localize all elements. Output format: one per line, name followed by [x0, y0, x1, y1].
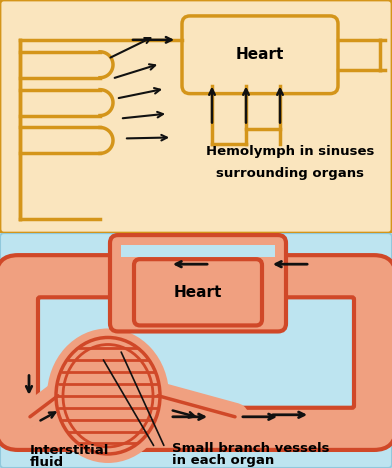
Text: surrounding organs: surrounding organs [216, 167, 364, 180]
FancyBboxPatch shape [38, 297, 354, 408]
FancyBboxPatch shape [134, 259, 262, 325]
Text: Heart: Heart [174, 285, 222, 300]
FancyBboxPatch shape [110, 235, 286, 331]
FancyBboxPatch shape [182, 16, 338, 94]
Ellipse shape [47, 329, 169, 463]
FancyBboxPatch shape [0, 255, 392, 450]
Text: Small branch vessels: Small branch vessels [172, 442, 330, 455]
Text: fluid: fluid [30, 456, 64, 468]
Text: in each organ: in each organ [172, 454, 274, 467]
Bar [120, 243, 276, 279]
Text: Hemolymph in sinuses: Hemolymph in sinuses [206, 145, 374, 158]
Bar [121, 245, 275, 257]
FancyBboxPatch shape [0, 233, 392, 468]
Text: Interstitial: Interstitial [30, 444, 109, 457]
FancyBboxPatch shape [0, 0, 392, 233]
Text: Heart: Heart [236, 47, 284, 62]
FancyBboxPatch shape [182, 16, 338, 94]
